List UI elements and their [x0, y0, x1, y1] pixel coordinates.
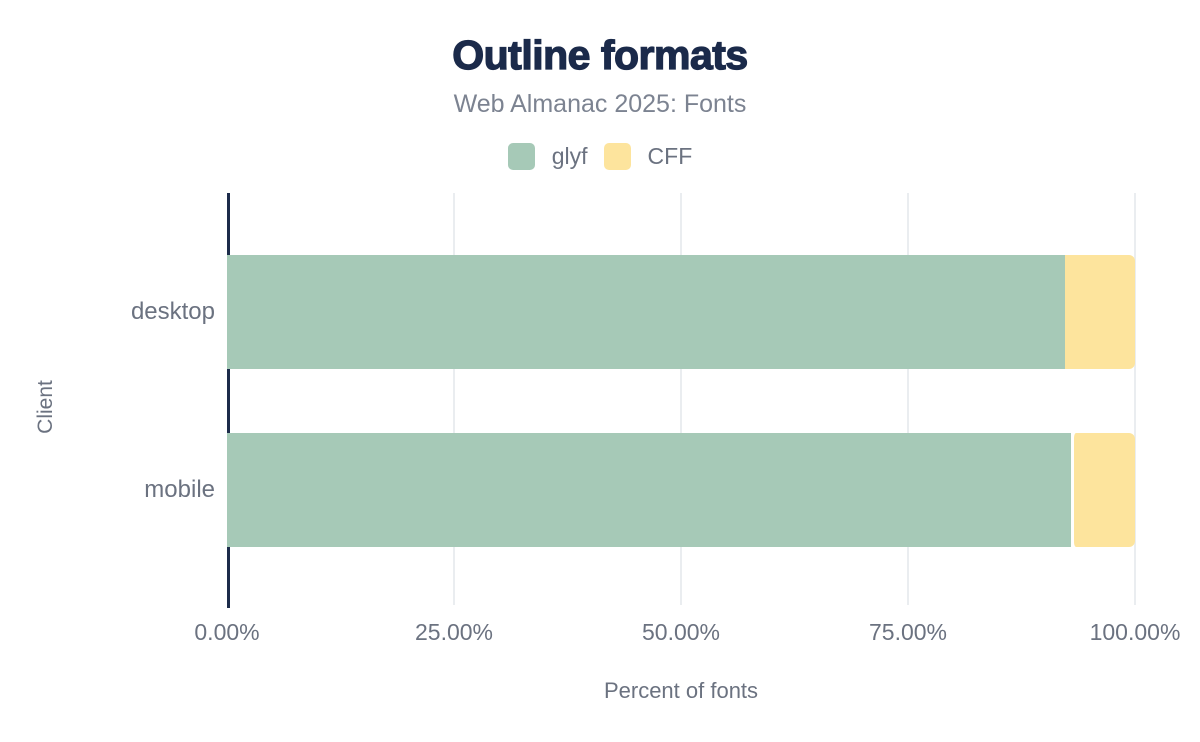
- chart-subtitle: Web Almanac 2025: Fonts: [453, 90, 747, 118]
- plot-area: [227, 193, 1136, 608]
- y-tick-label-desktop: desktop: [130, 298, 215, 325]
- y-tick-label-mobile: mobile: [144, 476, 215, 503]
- x-tick-label-75: 75.00%: [868, 619, 948, 645]
- y-axis-line: [227, 193, 230, 608]
- bar-row-desktop: [227, 255, 1135, 369]
- x-tick-label-50: 50.00%: [641, 619, 721, 645]
- legend-swatch-CFF: [603, 142, 631, 170]
- gridline-75: [907, 193, 909, 605]
- gridline-25: [453, 193, 455, 605]
- legend-swatch-glyf: [507, 142, 535, 170]
- bar-segment-desktop-CFF[interactable]: [1065, 255, 1135, 369]
- y-axis-title: Client: [34, 380, 57, 434]
- x-tick-label-0: 0.00%: [194, 619, 260, 645]
- x-tick-label-25: 25.00%: [414, 619, 494, 645]
- legend-item-glyf[interactable]: glyf: [507, 142, 588, 170]
- x-axis-title: Percent of fonts: [603, 678, 759, 703]
- bar-segment-desktop-glyf[interactable]: [227, 255, 1066, 369]
- gridline-50: [680, 193, 682, 605]
- gridline-100: [1134, 193, 1136, 605]
- legend-item-CFF[interactable]: CFF: [603, 142, 693, 170]
- bar-segment-mobile-glyf[interactable]: [227, 433, 1072, 547]
- bar-segment-mobile-CFF[interactable]: [1071, 433, 1135, 547]
- legend-label-CFF: CFF: [647, 142, 693, 169]
- x-tick-label-100: 100.00%: [1089, 619, 1181, 645]
- chart-title: Outline formats: [452, 31, 749, 78]
- legend-label-glyf: glyf: [551, 142, 588, 169]
- legend: glyf CFF: [0, 141, 1200, 171]
- bar-row-mobile: [227, 433, 1135, 547]
